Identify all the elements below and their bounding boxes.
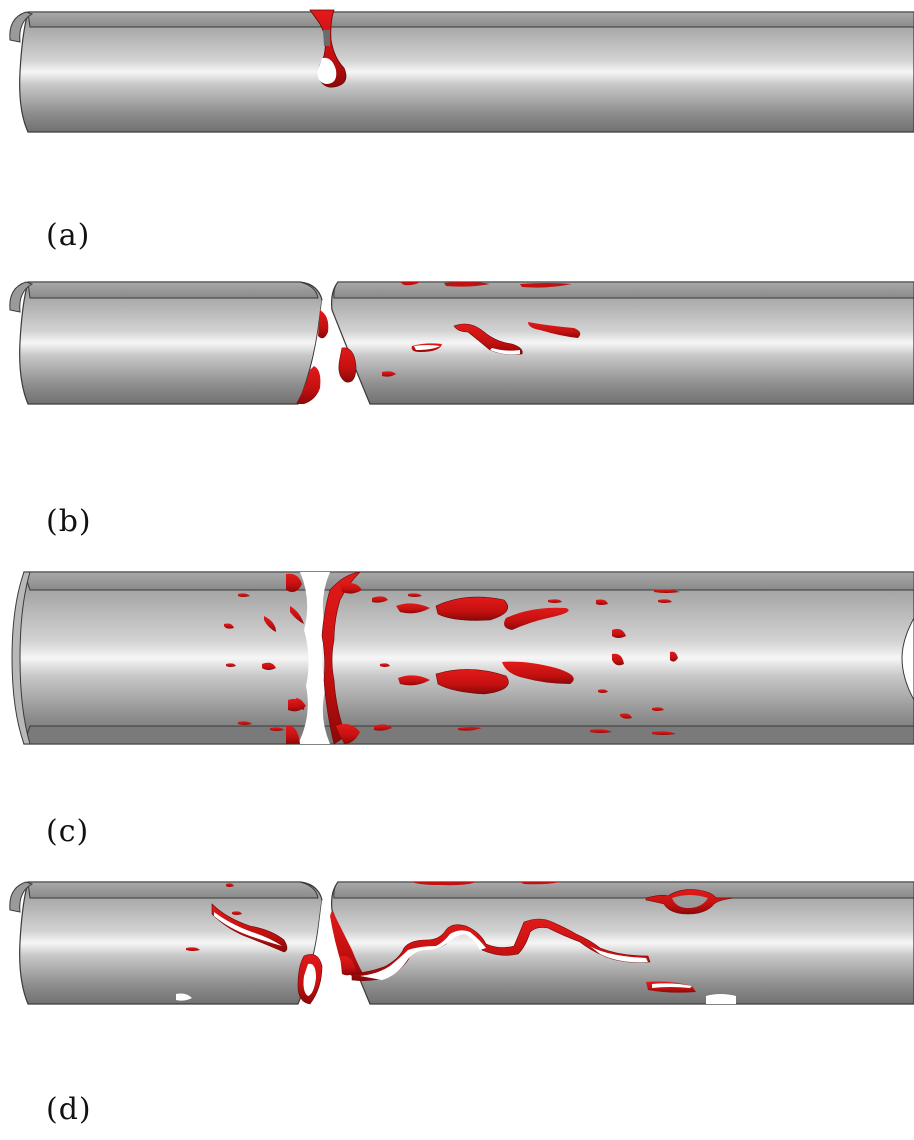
pipe-c-image xyxy=(11,571,914,745)
panel-a: (a) xyxy=(0,0,914,270)
panel-label-d: (d) xyxy=(46,1092,92,1127)
panel-c: (c) xyxy=(0,560,914,860)
panel-label-a: (a) xyxy=(46,218,91,253)
pipe-d-image xyxy=(9,881,914,1005)
pipe-a-image xyxy=(9,9,914,133)
panel-d: (d) xyxy=(0,870,914,1140)
panel-label-c: (c) xyxy=(46,814,90,849)
pipe-b-image xyxy=(9,281,914,405)
panel-label-b: (b) xyxy=(46,504,92,539)
panel-b: (b) xyxy=(0,270,914,550)
